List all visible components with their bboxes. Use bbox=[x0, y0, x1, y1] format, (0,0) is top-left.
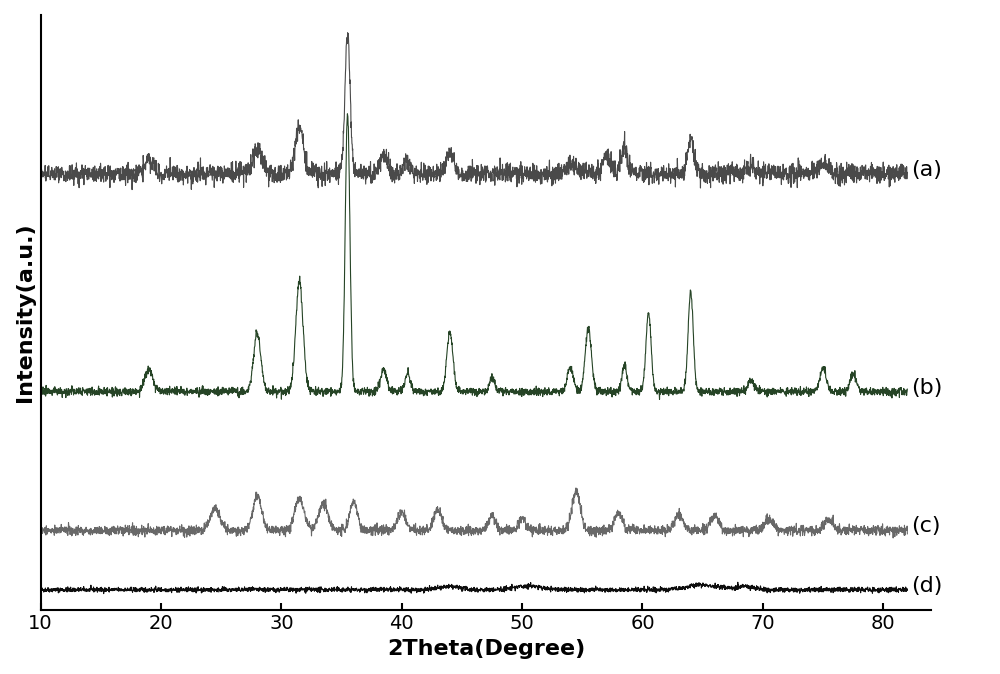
Text: (a): (a) bbox=[911, 160, 942, 179]
Text: (d): (d) bbox=[911, 576, 942, 596]
X-axis label: 2Theta(Degree): 2Theta(Degree) bbox=[387, 639, 585, 659]
Text: (c): (c) bbox=[911, 516, 940, 537]
Text: (b): (b) bbox=[911, 377, 942, 398]
Y-axis label: Intensity(a.u.): Intensity(a.u.) bbox=[15, 222, 35, 402]
